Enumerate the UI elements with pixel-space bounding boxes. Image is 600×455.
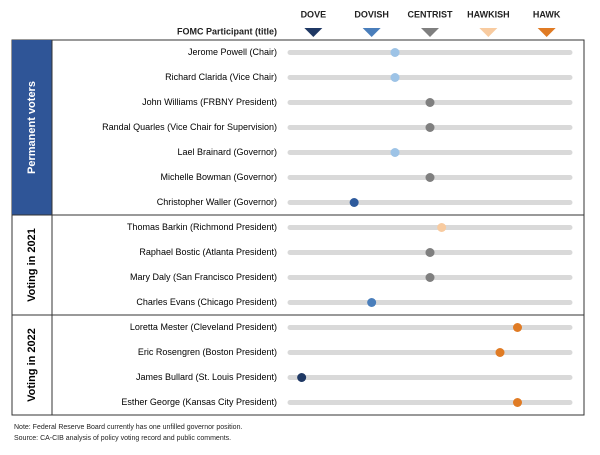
scale-label: DOVISH <box>354 9 389 19</box>
participant-label: Randal Quarles (Vice Chair for Supervisi… <box>102 122 277 132</box>
participant-label: Esther George (Kansas City President) <box>121 397 277 407</box>
participant-label: Richard Clarida (Vice Chair) <box>165 72 277 82</box>
dot <box>390 148 400 157</box>
dot <box>513 323 522 332</box>
dot <box>425 123 435 132</box>
note: Note: Federal Reserve Board currently ha… <box>14 424 242 431</box>
participant-label: Charles Evans (Chicago President) <box>136 297 277 307</box>
group-label: Voting in 2022 <box>26 328 38 402</box>
dot <box>390 73 400 82</box>
dot <box>425 273 435 282</box>
dot <box>297 373 307 382</box>
participant-label: Lael Brainard (Governor) <box>177 147 277 157</box>
scale-label: CENTRIST <box>408 9 454 19</box>
scale-marker <box>421 28 439 37</box>
scale-marker <box>479 28 498 37</box>
participant-label: Eric Rosengren (Boston President) <box>138 347 277 357</box>
participant-label: Mary Daly (San Francisco President) <box>130 272 277 282</box>
dot <box>349 198 359 207</box>
dot <box>425 248 435 257</box>
participant-label: Jerome Powell (Chair) <box>188 47 277 57</box>
dot <box>367 298 377 307</box>
participant-label: Christopher Waller (Governor) <box>157 197 277 207</box>
column-title: FOMC Participant (title) <box>177 26 277 36</box>
scale-label: HAWKISH <box>467 9 510 19</box>
dot <box>437 223 447 232</box>
dot <box>495 348 505 357</box>
dot <box>425 173 435 182</box>
participant-label: James Bullard (St. Louis President) <box>136 372 277 382</box>
group-label: Voting in 2021 <box>26 228 38 302</box>
dot <box>425 98 435 107</box>
scale-marker <box>304 28 323 37</box>
group-box <box>11 314 585 416</box>
scale-label: DOVE <box>301 9 327 19</box>
dot <box>390 48 400 57</box>
participant-label: Michelle Bowman (Governor) <box>160 172 277 182</box>
participant-label: Loretta Mester (Cleveland President) <box>130 322 277 332</box>
dot <box>513 398 522 407</box>
scale-label: HAWK <box>533 9 561 19</box>
participant-label: Raphael Bostic (Atlanta President) <box>139 247 277 257</box>
group-band <box>12 40 52 215</box>
scale-marker <box>537 28 556 37</box>
participant-label: Thomas Barkin (Richmond President) <box>127 222 277 232</box>
note: Source: CA-CIB analysis of policy voting… <box>14 435 231 442</box>
scale-marker <box>362 28 381 37</box>
participant-label: John Williams (FRBNY President) <box>142 97 277 107</box>
group-label: Permanent voters <box>26 81 38 174</box>
